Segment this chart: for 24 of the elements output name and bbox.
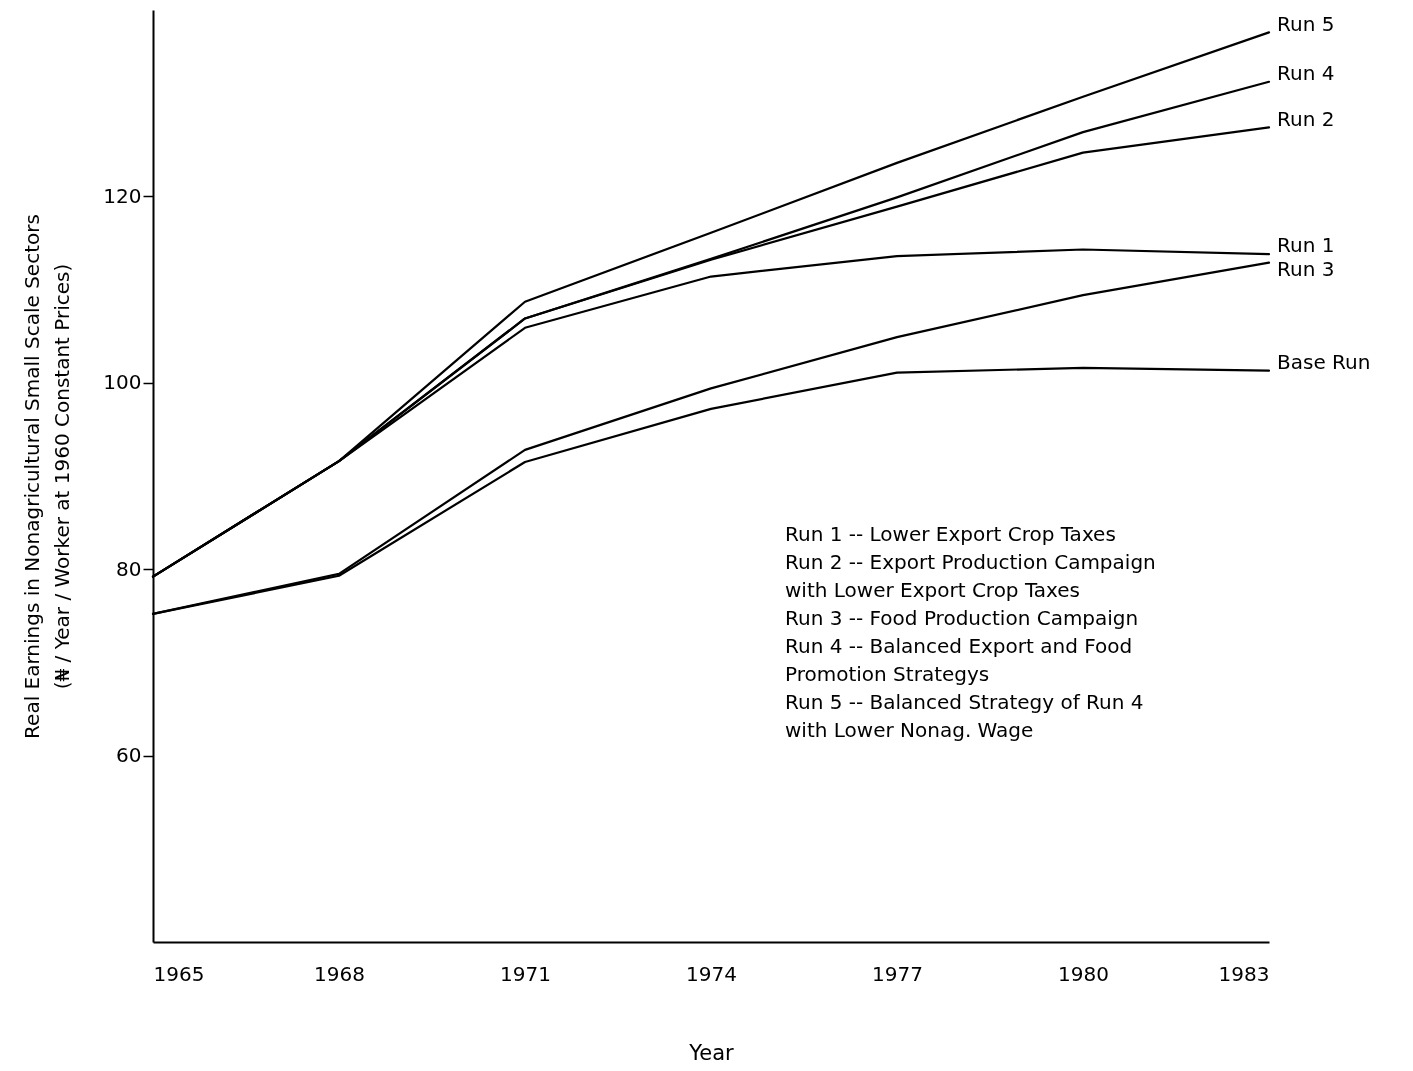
series-label: Run 1 (1277, 233, 1335, 258)
series-label: Run 2 (1277, 106, 1335, 131)
x-tick-label: 1974 (686, 961, 737, 986)
series-label: Run 5 (1277, 11, 1335, 36)
series-label: Run 3 (1277, 257, 1335, 282)
x-tick-label: 1980 (1058, 961, 1109, 986)
x-axis-title: Year (688, 1040, 735, 1065)
x-tick-label: 1971 (500, 961, 551, 986)
y-tick-label: 80 (116, 556, 142, 581)
annotation: Run 4 -- Balanced Export and Food Promotion Strategys (785, 634, 1133, 686)
y-axis-title: Real Earnings in Nonagricultural Small Scale Sectors (₦ / Year / Worker at 1960 Constant Prices) (20, 214, 75, 739)
annotation: Run 3 -- Food Production Campaign (785, 606, 1139, 630)
series-label: Base Run (1277, 349, 1371, 374)
x-tick-label: 1968 (314, 961, 365, 986)
annotation: Run 1 -- Lower Export Crop Taxes (785, 522, 1116, 546)
annotation: Run 5 -- Balanced Strategy of Run 4 with Lower Nonag. Wage (785, 690, 1144, 742)
y-tick-label: 100 (103, 370, 142, 395)
x-tick-label: 1965 (153, 961, 205, 986)
x-tick-label: 1983 (1218, 961, 1270, 986)
y-tick-label: 120 (103, 183, 142, 208)
series-label: Run 4 (1277, 60, 1335, 85)
x-tick-label: 1977 (872, 961, 923, 986)
y-tick-label: 60 (116, 743, 142, 768)
annotation: Run 2 -- Export Production Campaign with Lower Export Crop Taxes (785, 550, 1156, 602)
